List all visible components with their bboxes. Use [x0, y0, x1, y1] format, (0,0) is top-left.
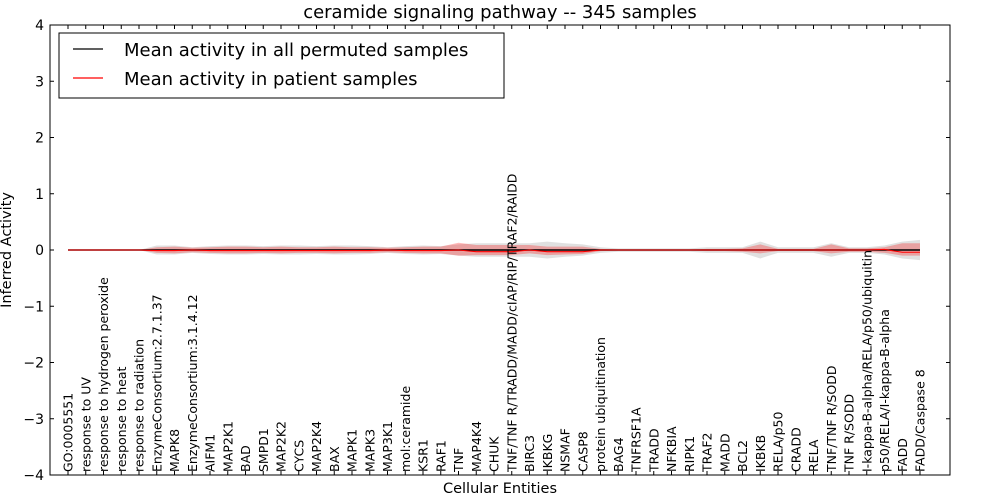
- series-line-1: [68, 248, 920, 253]
- x-tick-label: KSR1: [416, 439, 431, 472]
- x-tick-label: RAF1: [433, 440, 448, 472]
- y-tick-label: 0: [35, 243, 44, 259]
- y-tick-label: 2: [35, 131, 44, 147]
- series-lines: [68, 248, 920, 253]
- x-tick-label: TNF R/SODD: [842, 394, 857, 473]
- x-tick-label: BAX: [327, 446, 342, 472]
- x-tick-label: MAPK8: [167, 429, 182, 472]
- x-tick-label: CYCS: [291, 440, 306, 472]
- chart-title: ceramide signaling pathway -- 345 sample…: [303, 2, 697, 23]
- x-tick-label: RIPK1: [682, 436, 697, 472]
- x-tick-label: MAPK1: [345, 429, 360, 472]
- x-tick-label: EnzymeConsortium:3.1.4.12: [185, 294, 200, 472]
- y-tick-label: 1: [35, 187, 44, 203]
- legend-label-patient: Mean activity in patient samples: [124, 69, 418, 90]
- x-tick-label: MAPK3: [362, 429, 377, 472]
- x-tick-label: CASP8: [575, 431, 590, 472]
- y-tick-label: −3: [23, 412, 44, 428]
- x-tick-label: IKBKG: [540, 434, 555, 472]
- x-tick-label: GO:0005551: [61, 393, 76, 472]
- x-tick-label: IKBKB: [753, 435, 768, 472]
- x-tick-label: MADD: [717, 433, 732, 472]
- x-tick-label: RELA: [806, 439, 821, 472]
- y-tick-label: −1: [23, 299, 44, 315]
- x-tick-label: SMPD1: [256, 428, 271, 472]
- x-axis-ticks: GO:0005551 response to UV response to hydr…: [61, 25, 928, 475]
- y-tick-label: 4: [35, 18, 44, 34]
- y-axis-label: Inferred Activity: [0, 192, 15, 308]
- x-tick-label: MAP2K1: [220, 421, 235, 472]
- x-tick-label: mol:ceramide: [398, 386, 413, 472]
- y-axis-ticks: 4 3 2 1 0 −1 −2 −3 −4: [23, 18, 950, 484]
- y-tick-label: 3: [35, 74, 44, 90]
- x-tick-label: TNFRSF1A: [629, 407, 644, 473]
- x-tick-label: TNF: [451, 448, 466, 473]
- x-tick-label: TRAF2: [700, 432, 715, 473]
- x-tick-label: NFKBIA: [664, 426, 679, 472]
- x-tick-label: BAG4: [611, 437, 626, 472]
- x-tick-label: CRADD: [788, 427, 803, 472]
- legend: Mean activity in all permuted samples Me…: [58, 32, 505, 99]
- x-tick-label: CHUK: [487, 436, 502, 472]
- x-tick-label: AIFM1: [203, 434, 218, 472]
- x-tick-label: BIRC3: [522, 435, 537, 472]
- x-tick-label: MAP3K1: [380, 421, 395, 472]
- x-tick-label: response to radiation: [132, 339, 147, 472]
- x-tick-label: FADD/Caspase 8: [913, 369, 928, 472]
- x-tick-label: BAD: [238, 445, 253, 472]
- x-tick-label: p50/RELA/I-kappa-B-alpha: [877, 309, 892, 472]
- x-tick-label: TNF/TNF R/SODD: [824, 366, 839, 473]
- x-tick-label: EnzymeConsortium:2.7.1.37: [149, 294, 164, 472]
- legend-label-permuted: Mean activity in all permuted samples: [124, 40, 468, 61]
- x-tick-label: FADD: [895, 438, 910, 472]
- x-tick-label: TRADD: [646, 428, 661, 473]
- x-tick-label: MAP4K4: [469, 421, 484, 472]
- series-band-1: [68, 242, 920, 256]
- legend-box: [58, 32, 505, 99]
- x-tick-label: protein ubiquitination: [593, 337, 608, 472]
- y-tick-label: −4: [23, 468, 44, 484]
- x-tick-label: MAP2K2: [274, 421, 289, 472]
- y-tick-label: −2: [23, 356, 44, 372]
- x-tick-label: BCL2: [735, 440, 750, 472]
- x-tick-label: MAP2K4: [309, 421, 324, 472]
- x-axis-label: Cellular Entities: [443, 481, 557, 497]
- x-tick-label: response to UV: [78, 377, 93, 472]
- x-tick-label: response to hydrogen peroxide: [96, 277, 111, 472]
- x-tick-label: response to heat: [114, 366, 129, 472]
- x-tick-label: TNF/TNF R/TRADD/MADD/cIAP/RIP/TRAF2/RAID…: [504, 174, 519, 473]
- x-tick-label: NSMAF: [558, 428, 573, 472]
- x-tick-label: RELA/p50: [771, 412, 786, 472]
- x-tick-label: I-kappa-B-alpha/RELA/p50/ubiquitin: [859, 250, 874, 472]
